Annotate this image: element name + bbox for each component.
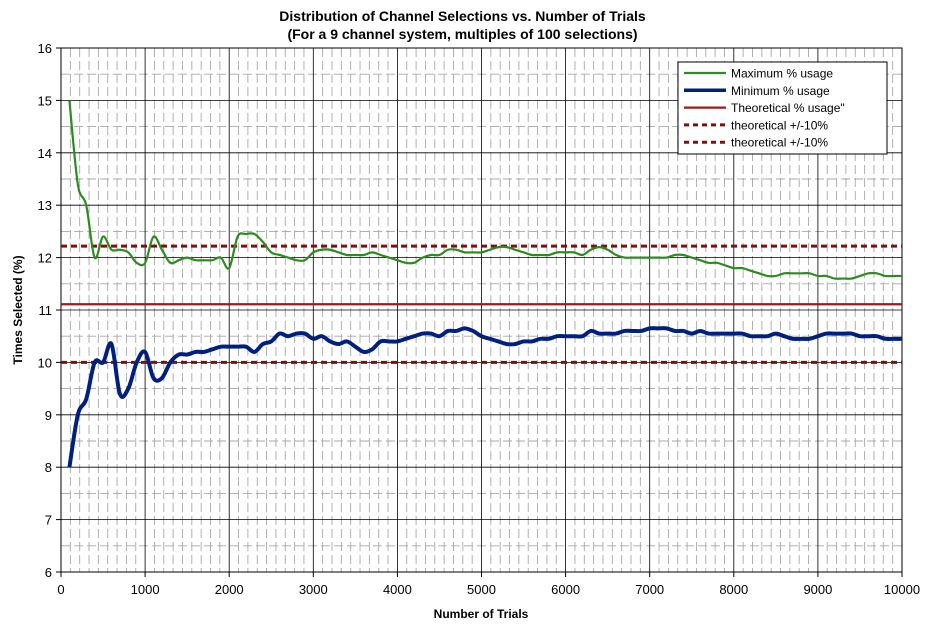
- y-tick-label: 10: [38, 355, 52, 370]
- chart-subtitle: (For a 9 channel system, multiples of 10…: [287, 26, 638, 42]
- x-tick-label: 9000: [803, 582, 832, 597]
- y-tick-label: 15: [38, 93, 52, 108]
- chart-title: Distribution of Channel Selections vs. N…: [279, 8, 646, 24]
- series-line-1: [67, 326, 902, 468]
- legend-label: theoretical +/-10%: [731, 118, 828, 132]
- x-tick-label: 3000: [299, 582, 328, 597]
- y-tick-label: 11: [39, 303, 53, 318]
- x-tick-label: 2000: [215, 582, 244, 597]
- series-line-0: [68, 100, 902, 280]
- legend-label: theoretical +/-10%: [731, 136, 828, 150]
- x-axis-label: Number of Trials: [434, 607, 529, 621]
- x-tick-label: 6000: [551, 582, 580, 597]
- y-tick-label: 13: [38, 198, 52, 213]
- y-tick-label: 12: [38, 251, 52, 266]
- x-tick-label: 8000: [719, 582, 748, 597]
- x-tick-label: 10000: [884, 582, 920, 597]
- x-tick-label: 7000: [635, 582, 664, 597]
- y-tick-label: 6: [45, 565, 52, 580]
- x-axis: 0 1000 2000 3000 4000 5000 6000 7000 8000 9000 100…: [57, 572, 920, 597]
- y-axis-label: Times Selected (%): [11, 255, 25, 364]
- legend: Maximum % usage Minimum % usage Theoretica…: [677, 61, 888, 155]
- y-tick-label: 7: [45, 513, 52, 528]
- x-tick-label: 4000: [383, 582, 412, 597]
- x-tick-label: 5000: [467, 582, 496, 597]
- series-layer: [61, 100, 902, 468]
- y-tick-label: 8: [45, 460, 52, 475]
- legend-label: Minimum % usage: [731, 84, 830, 98]
- y-tick-label: 9: [45, 408, 52, 423]
- x-tick-label: 1000: [131, 582, 160, 597]
- y-axis: 6 7 8 9 10 11 12 13 14 15 16: [38, 41, 61, 580]
- y-tick-label: 16: [38, 41, 52, 56]
- y-tick-label: 14: [38, 146, 52, 161]
- legend-label: Maximum % usage: [731, 67, 833, 81]
- legend-label: Theoretical % usage": [731, 101, 845, 115]
- x-tick-label: 0: [57, 582, 64, 597]
